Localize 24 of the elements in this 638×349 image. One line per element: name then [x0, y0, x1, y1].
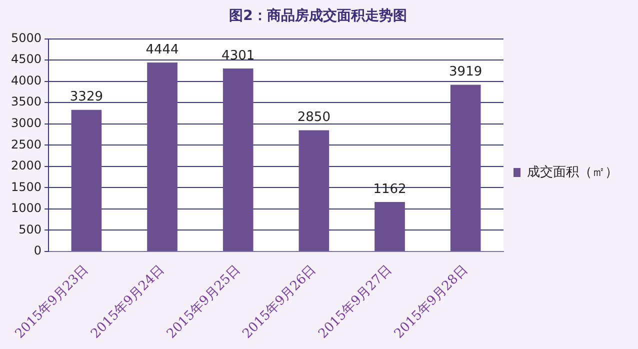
y-tick-label: 500 [18, 222, 42, 236]
y-tick-label: 2500 [10, 137, 42, 152]
bar [222, 68, 254, 251]
data-label: 4301 [222, 48, 255, 64]
data-label: 3919 [449, 64, 482, 80]
bar [147, 62, 178, 251]
y-tick-label: 4500 [10, 52, 42, 66]
bar [298, 130, 330, 251]
y-tick-label: 1000 [10, 201, 42, 216]
y-tick-label: 3500 [10, 94, 42, 109]
bar [374, 202, 405, 251]
data-label: 3329 [70, 90, 103, 105]
bar [71, 110, 102, 251]
data-label: 2850 [297, 110, 330, 126]
legend-label: 成交面积（㎡） [527, 164, 618, 180]
y-tick-label: 1500 [10, 180, 42, 194]
y-tick-label: 0 [34, 244, 42, 258]
bar [450, 84, 481, 251]
y-tick-label: 5000 [10, 30, 42, 45]
y-tick-label: 4000 [10, 73, 42, 88]
data-label: 4444 [146, 42, 179, 58]
chart-title: 图2：商品房成交面积走势图 [229, 7, 407, 24]
y-tick-label: 2000 [10, 158, 42, 173]
y-tick-label: 3000 [10, 116, 42, 130]
